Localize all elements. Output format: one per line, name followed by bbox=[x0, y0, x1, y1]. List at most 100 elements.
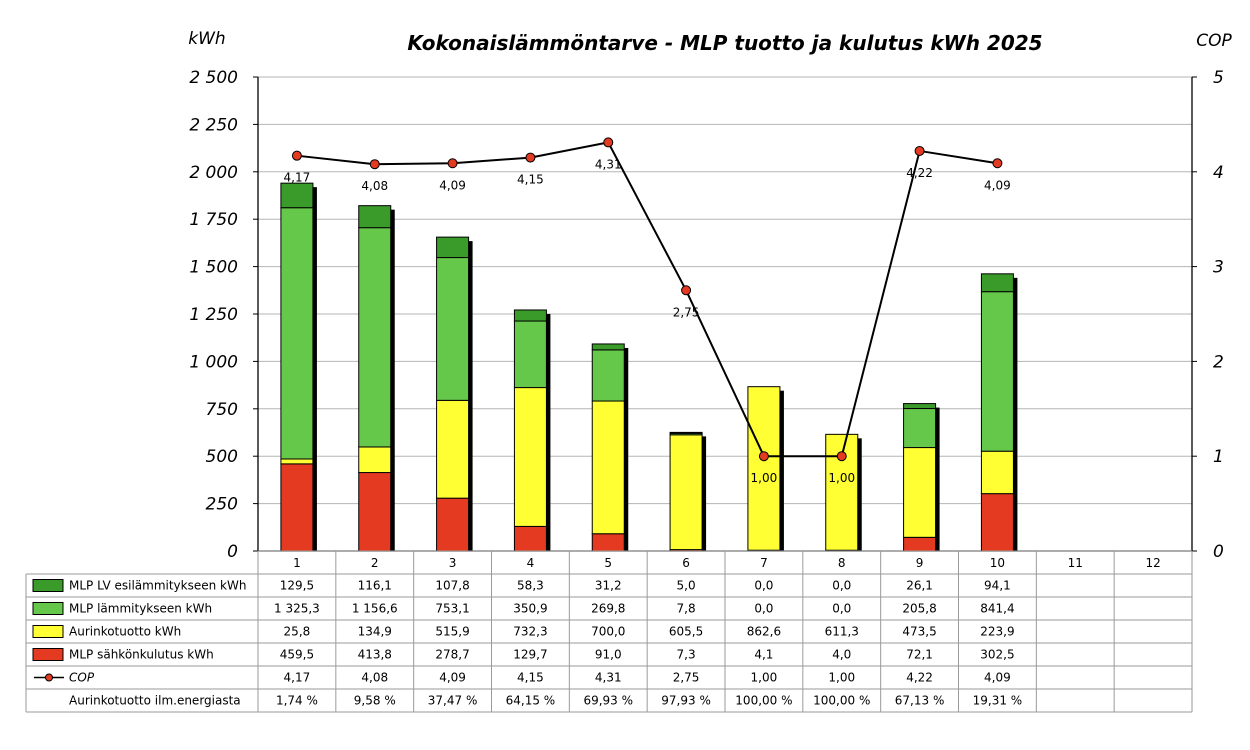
cop-point bbox=[291, 150, 302, 161]
table-cell: 4,0 bbox=[832, 648, 851, 662]
bar-heat-3 bbox=[436, 257, 470, 401]
table-cell: 700,0 bbox=[591, 625, 625, 639]
table-cell: 223,9 bbox=[980, 625, 1014, 639]
bar-heat-5 bbox=[591, 349, 625, 402]
bar-solar-4 bbox=[513, 387, 547, 527]
bar-lv-2 bbox=[358, 205, 392, 229]
cop-point bbox=[447, 158, 458, 169]
y-axis-label: kWh bbox=[188, 29, 225, 49]
bar-elec-1 bbox=[280, 463, 314, 552]
bar-lv-10 bbox=[980, 273, 1014, 293]
y-tick-label: 2 500 bbox=[189, 68, 238, 88]
bar-heat-9 bbox=[903, 408, 937, 449]
cop-point bbox=[758, 451, 769, 462]
table-cell: 4,08 bbox=[361, 671, 388, 685]
table-cell: 1 156,6 bbox=[352, 602, 398, 616]
legend-label-heat: MLP lämmitykseen kWh bbox=[69, 602, 212, 616]
bar-elec-4 bbox=[513, 525, 547, 552]
table-cell: 4,17 bbox=[284, 671, 311, 685]
table-cell: 107,8 bbox=[435, 579, 469, 593]
table-cell: 69,93 % bbox=[583, 694, 633, 708]
y2-tick-label: 3 bbox=[1213, 258, 1224, 278]
y-tick-label: 0 bbox=[227, 542, 238, 562]
legend-label-lv: MLP LV esilämmitykseen kWh bbox=[69, 579, 246, 593]
table-cell: 605,5 bbox=[669, 625, 703, 639]
table-cell: 25,8 bbox=[284, 625, 311, 639]
table-cell: 205,8 bbox=[902, 602, 936, 616]
table-cell: 7,8 bbox=[677, 602, 696, 616]
bar-heat-10 bbox=[980, 291, 1014, 452]
table-cell: 129,5 bbox=[280, 579, 314, 593]
table-cell: 9,58 % bbox=[354, 694, 396, 708]
table-cell: 862,6 bbox=[747, 625, 781, 639]
table-cell: 4,22 bbox=[906, 671, 933, 685]
table-cell: 26,1 bbox=[906, 579, 933, 593]
cop-point bbox=[603, 137, 614, 148]
y2-tick-label: 1 bbox=[1213, 447, 1224, 467]
y-tick-label: 1 000 bbox=[189, 352, 238, 372]
table-cell: 515,9 bbox=[435, 625, 469, 639]
cop-data-label: 4,09 bbox=[984, 178, 1011, 192]
table-cell: 1,00 bbox=[828, 671, 855, 685]
bar-elec-5 bbox=[591, 533, 625, 552]
bar-elec-3 bbox=[436, 497, 470, 552]
cop-data-label: 4,09 bbox=[439, 178, 466, 192]
bar-solar-5 bbox=[591, 400, 625, 535]
y2-tick-label: 2 bbox=[1213, 352, 1224, 372]
bar-lv-6 bbox=[669, 431, 703, 434]
x-tick-label: 1 bbox=[293, 556, 301, 570]
table-cell: 31,2 bbox=[595, 579, 622, 593]
table-cell: 7,3 bbox=[677, 648, 696, 662]
legend-swatch-lv bbox=[32, 579, 64, 592]
table-cell: 97,93 % bbox=[661, 694, 711, 708]
table-cell: 4,1 bbox=[754, 648, 773, 662]
legend-swatch-heat bbox=[32, 602, 64, 615]
y-tick-label: 1 500 bbox=[189, 258, 238, 278]
table-cell: 91,0 bbox=[595, 648, 622, 662]
x-tick-label: 8 bbox=[838, 556, 846, 570]
table-cell: 302,5 bbox=[980, 648, 1014, 662]
cop-data-label: 2,75 bbox=[673, 305, 700, 319]
x-tick-label: 10 bbox=[990, 556, 1005, 570]
table-cell: 4,15 bbox=[517, 671, 544, 685]
y-tick-label: 750 bbox=[206, 400, 238, 420]
table-cell: 473,5 bbox=[902, 625, 936, 639]
cop-data-label: 4,17 bbox=[284, 171, 311, 185]
cop-point bbox=[681, 285, 692, 296]
chart-title: Kokonaislämmöntarve - MLP tuotto ja kulu… bbox=[407, 31, 1042, 55]
bar-heat-4 bbox=[513, 320, 547, 389]
cop-series-line bbox=[296, 141, 998, 458]
legend-label-cop: COP bbox=[69, 671, 95, 685]
row-label-solar-share: Aurinkotuotto ilm.energiasta bbox=[69, 694, 241, 708]
cop-data-label: 4,15 bbox=[517, 173, 544, 187]
cop-point bbox=[369, 159, 380, 170]
table-cell: 100,00 % bbox=[813, 694, 870, 708]
table-cell: 134,9 bbox=[358, 625, 392, 639]
table-cell: 2,75 bbox=[673, 671, 700, 685]
x-tick-label: 9 bbox=[916, 556, 924, 570]
table-cell: 413,8 bbox=[358, 648, 392, 662]
bar-heat-2 bbox=[358, 227, 392, 448]
table-cell: 278,7 bbox=[435, 648, 469, 662]
x-tick-label: 11 bbox=[1068, 556, 1083, 570]
table-cell: 64,15 % bbox=[506, 694, 556, 708]
x-tick-label: 4 bbox=[527, 556, 535, 570]
y2-tick-label: 4 bbox=[1213, 163, 1224, 183]
table-cell: 732,3 bbox=[513, 625, 547, 639]
table-cell: 37,47 % bbox=[428, 694, 478, 708]
table-cell: 269,8 bbox=[591, 602, 625, 616]
bar-lv-5 bbox=[591, 343, 625, 351]
cop-point bbox=[914, 145, 925, 156]
y-tick-label: 2 250 bbox=[189, 115, 238, 135]
legend-label-elec: MLP sähkönkulutus kWh bbox=[69, 648, 214, 662]
bar-heat-1 bbox=[280, 207, 314, 460]
table-cell: 94,1 bbox=[984, 579, 1011, 593]
table-cell: 19,31 % bbox=[973, 694, 1023, 708]
y2-axis-label: COP bbox=[1196, 31, 1232, 51]
table-cell: 1,00 bbox=[751, 671, 778, 685]
y-tick-label: 2 000 bbox=[189, 163, 238, 183]
cop-data-label: 1,00 bbox=[751, 471, 778, 485]
cop-point bbox=[836, 451, 847, 462]
